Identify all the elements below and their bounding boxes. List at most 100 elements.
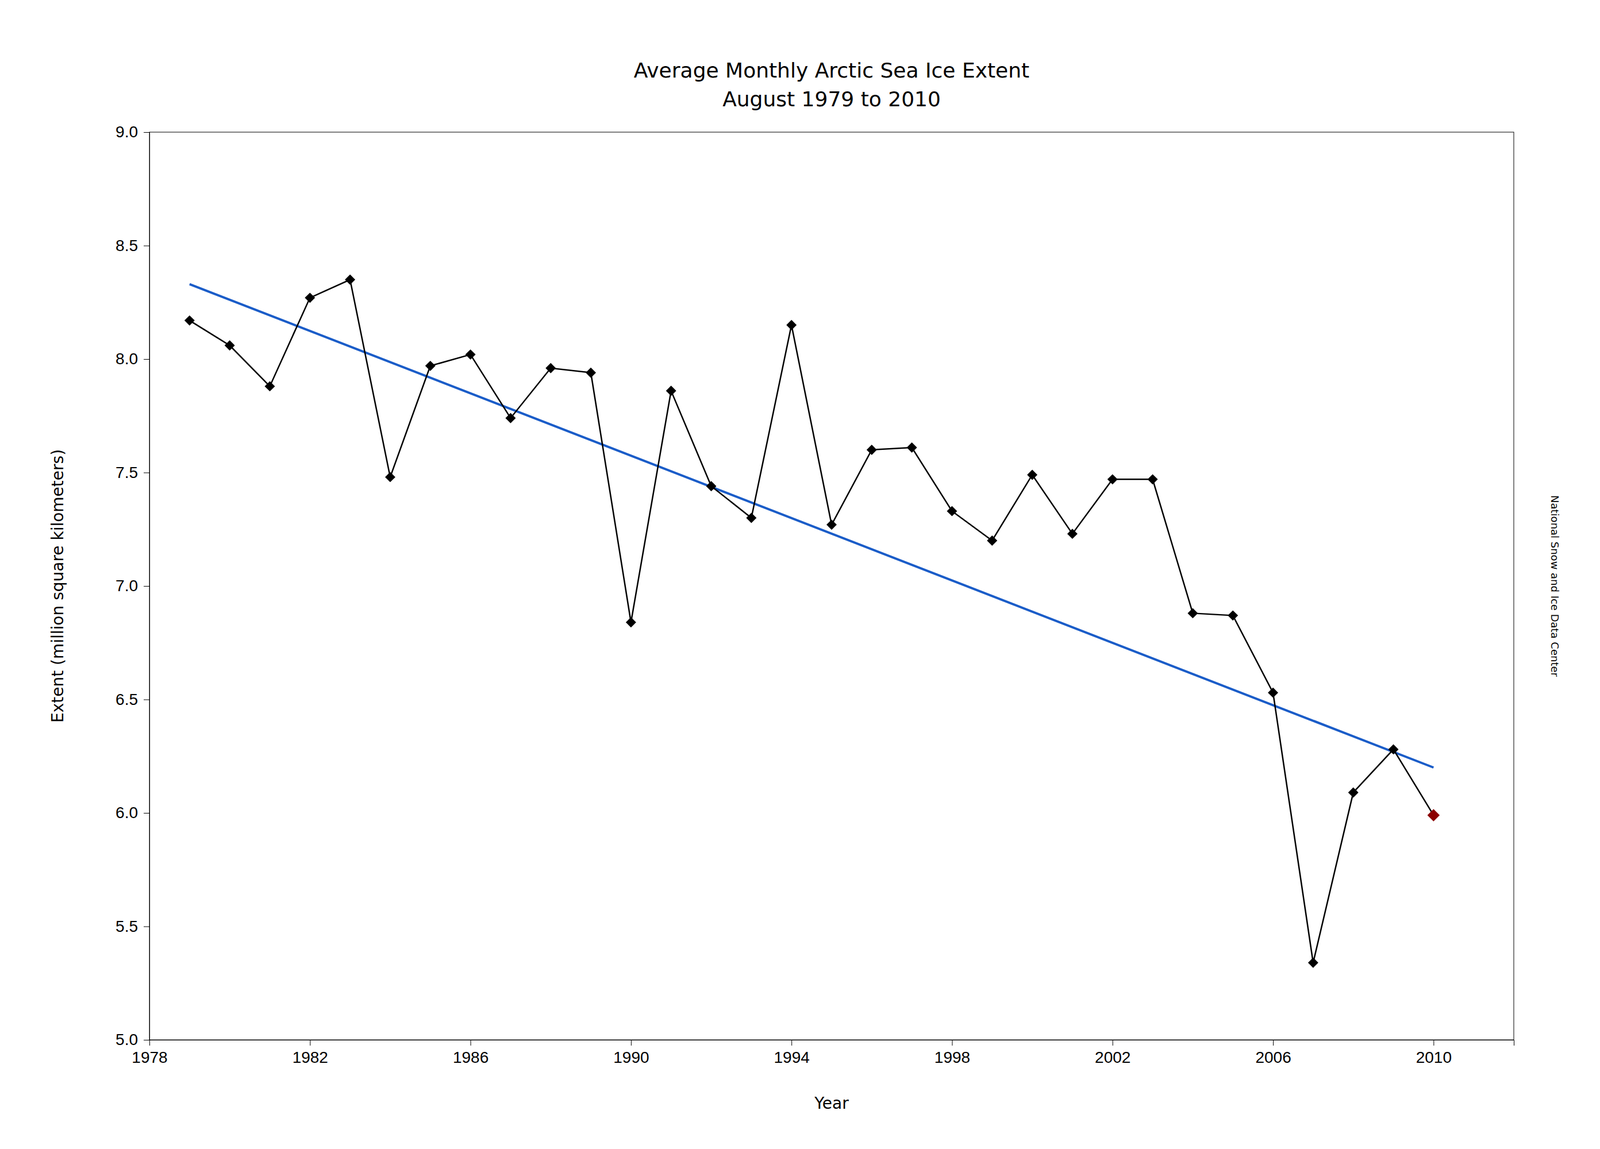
tick-mark [631, 1040, 632, 1046]
tick-mark [143, 245, 150, 247]
tick: 8.0 [115, 350, 150, 368]
tick-mark [143, 132, 150, 133]
tick: 9.0 [115, 122, 150, 141]
marker [505, 413, 516, 424]
tick-label: 9.0 [115, 122, 138, 141]
tick-mark [143, 1040, 150, 1041]
tick-mark [791, 1040, 792, 1046]
marker [625, 617, 637, 628]
marker [425, 360, 436, 372]
axis-line [143, 132, 150, 1041]
y-axis-title: Extent (million square kilometers) [48, 449, 68, 723]
x-axis-title: Year [813, 1094, 849, 1114]
tick: 8.5 [115, 236, 150, 255]
marker [1187, 608, 1198, 619]
tick: 7.0 [115, 577, 150, 595]
data-line [189, 279, 1434, 964]
tick-label: 2006 [1255, 1048, 1291, 1067]
tick-mark [143, 927, 150, 928]
tick-mark [143, 359, 150, 360]
tick: 7.5 [115, 463, 150, 482]
tick-label: 7.5 [115, 463, 138, 482]
tick-label: 1978 [131, 1048, 168, 1067]
tick-label: 1986 [452, 1048, 489, 1067]
tick: 5.5 [115, 917, 150, 936]
marker [1107, 474, 1118, 485]
marker [947, 506, 958, 517]
tick-mark [143, 586, 150, 587]
annotation: National Snow and Ice Data Center [1548, 495, 1561, 678]
marker [1388, 744, 1399, 755]
marker [1147, 474, 1159, 485]
marker [1227, 610, 1238, 621]
tick-label: 6.5 [115, 690, 138, 709]
tick-label: 2010 [1416, 1048, 1452, 1067]
tick-label: 1998 [934, 1048, 971, 1067]
marker [465, 349, 476, 360]
chart: 1978198219861990199419982002200620105.05… [0, 0, 1600, 1149]
tick-label: 1994 [774, 1048, 810, 1067]
marker [224, 340, 236, 351]
tick-label: 6.0 [115, 804, 138, 822]
tick-label: 8.0 [115, 350, 138, 368]
plot-area: 1978198219861990199419982002200620105.05… [115, 122, 1514, 1067]
tick-label: 5.5 [115, 917, 138, 936]
marker [385, 471, 396, 483]
marker [1308, 958, 1319, 969]
axis-line [150, 1040, 1515, 1047]
tick: 2010 [1416, 1040, 1452, 1067]
marker [1067, 528, 1078, 540]
marker [1348, 787, 1359, 799]
tick-mark [1112, 1040, 1114, 1046]
tick: 5.0 [115, 1031, 150, 1049]
y-axis: 5.0 5.5 6.0 6.5 7.0 7.5 8.0 8.5 9.0 [115, 122, 150, 1049]
marker [545, 363, 556, 374]
plot-frame [149, 132, 1514, 1041]
marker [344, 274, 356, 286]
marker [706, 481, 717, 492]
tick-label: 1990 [613, 1048, 649, 1067]
tick-label: 2002 [1094, 1048, 1131, 1067]
tick-mark [1272, 1040, 1274, 1046]
tick-label: 5.0 [115, 1031, 138, 1049]
marker [745, 513, 757, 524]
tick: 2006 [1255, 1040, 1291, 1067]
tick: 6.5 [115, 690, 150, 709]
marker [826, 519, 837, 530]
marker [304, 292, 315, 303]
tick-mark [149, 1040, 150, 1046]
title: Average Monthly Arctic Sea Ice Extent [633, 58, 1030, 83]
marker [585, 367, 596, 379]
tick: 6.0 [115, 804, 150, 822]
marker [1267, 687, 1279, 699]
marker [1027, 470, 1038, 481]
tick-mark [470, 1040, 472, 1046]
tick-mark [143, 813, 150, 814]
tick-mark [143, 700, 150, 701]
tick-label: 7.0 [115, 577, 138, 595]
subtitle: August 1979 to 2010 [722, 87, 941, 111]
tick: 1998 [934, 1040, 971, 1067]
tick-mark [309, 1040, 311, 1046]
tick: 2002 [1094, 1040, 1131, 1067]
tick: 1994 [774, 1040, 810, 1067]
tick-mark [951, 1040, 953, 1046]
tick-label: 8.5 [115, 236, 138, 255]
marker [666, 385, 677, 396]
marker [906, 442, 918, 453]
tick-mark [143, 472, 150, 474]
marker [264, 381, 276, 392]
marker [986, 535, 998, 546]
data-marks [184, 274, 1440, 969]
tick-label: 1982 [292, 1048, 329, 1067]
x-axis: 1978 1982 1986 1990 1994 1998 2002 2006 2010 [131, 1040, 1514, 1067]
highlight-marker [1427, 809, 1440, 822]
tick: 1982 [292, 1040, 329, 1067]
trend-line [189, 284, 1434, 768]
marker [184, 315, 195, 326]
marker [866, 444, 878, 456]
tick: 1990 [613, 1040, 649, 1067]
tick: 1986 [452, 1040, 489, 1067]
marker [786, 320, 797, 331]
tick-mark [1433, 1040, 1434, 1046]
